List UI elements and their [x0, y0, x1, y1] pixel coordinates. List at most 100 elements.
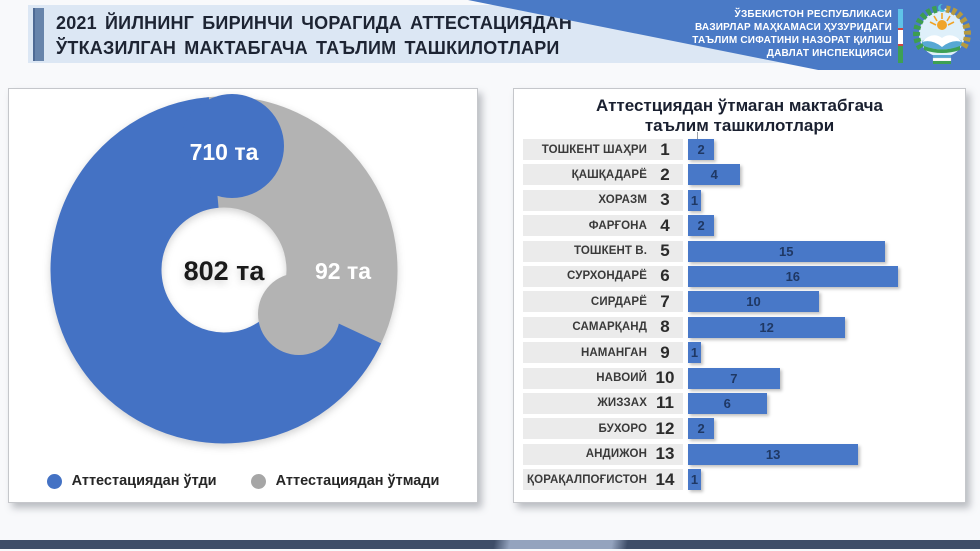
region-rank: 11 — [656, 393, 674, 413]
region-bar-area: 1 — [688, 342, 956, 364]
region-band: ХОРАЗМ 3 — [523, 189, 683, 211]
region-band: БУХОРО 12 — [523, 418, 683, 440]
region-row: НАМАНГАН 9 1 — [523, 342, 956, 364]
region-band: СИРДАРЁ 7 — [523, 291, 683, 313]
region-row: ХОРАЗМ 3 1 — [523, 189, 956, 211]
region-row: НАВОИЙ 10 7 — [523, 367, 956, 389]
region-label: ТОШКЕНТ ШАҲРИ — [541, 143, 647, 156]
region-bar-value: 1 — [690, 472, 699, 488]
bar-chart-rows: ТОШКЕНТ ШАҲРИ 1 2 ҚАШҚАДАРЁ 2 4 ХОРАЗМ 3 1 ФАРҒОН… — [523, 132, 956, 491]
attestation-donut-chart: 710 та 92 та 802 та — [50, 94, 398, 444]
region-bar-area: 1 — [688, 469, 956, 491]
ministry-line: ТАЪЛИМ СИФАТИНИ НАЗОРАТ ҚИЛИШ — [692, 35, 892, 46]
donut-failed-tail — [258, 273, 340, 355]
region-rank: 9 — [660, 342, 670, 362]
region-bar: 2 — [688, 418, 715, 440]
region-label: ЖИЗЗАХ — [597, 397, 647, 410]
region-label: НАВОИЙ — [596, 372, 647, 385]
region-bar: 4 — [688, 164, 741, 186]
flag-green-stripe — [898, 46, 903, 63]
donut-segment-passed — [50, 97, 382, 444]
flag-red-stripe — [898, 28, 903, 30]
ministry-line: ВАЗИРЛАР МАҲКАМАСИ ҲУЗУРИДАГИ — [694, 22, 892, 33]
region-band: НАМАНГАН 9 — [523, 342, 683, 364]
region-rank: 2 — [660, 164, 670, 184]
region-bar-area: 1 — [688, 189, 956, 211]
region-bar: 1 — [688, 342, 702, 364]
region-bar-value: 16 — [785, 268, 801, 284]
region-label: БУХОРО — [598, 422, 647, 435]
region-bar-value: 1 — [690, 345, 699, 361]
uzbekistan-state-emblem-icon — [913, 4, 971, 64]
region-bar: 7 — [688, 367, 780, 389]
bar-chart-title-line1: Аттестциядан ўтмаган мактабгача — [596, 96, 883, 115]
region-label: ТОШКЕНТ В. — [574, 245, 647, 258]
region-row: БУХОРО 12 2 — [523, 418, 956, 440]
region-bar-value: 13 — [765, 446, 781, 462]
region-bar: 2 — [688, 215, 715, 237]
region-rank: 14 — [655, 469, 675, 489]
bar-chart-panel: Аттестциядан ўтмаган мактабгача таълим т… — [513, 88, 966, 503]
region-bar-value: 4 — [710, 167, 718, 183]
region-rank: 7 — [660, 291, 670, 311]
bar-chart-title: Аттестциядан ўтмаган мактабгача таълим т… — [514, 96, 965, 136]
region-bar: 10 — [688, 291, 819, 313]
region-band: АНДИЖОН 13 — [523, 443, 683, 465]
region-row: ФАРҒОНА 4 2 — [523, 215, 956, 237]
footer-band — [0, 540, 980, 549]
donut-failed-value: 92 та — [315, 258, 371, 284]
region-row: САМАРҚАНД 8 12 — [523, 316, 956, 338]
flag-white-stripe — [898, 30, 903, 44]
region-band: СУРХОНДАРЁ 6 — [523, 265, 683, 287]
donut-total-value: 802 та — [184, 256, 266, 286]
flag-red-stripe — [898, 44, 903, 46]
slide-title-line1: 2021 ЙИЛНИНГ БИРИНЧИ ЧОРАГИДА АТТЕСТАЦИЯ… — [56, 13, 573, 33]
region-bar-area: 12 — [688, 316, 956, 338]
region-bar-area: 16 — [688, 265, 956, 287]
region-band: ҚОРАҚАЛПОҒИСТОН 14 — [523, 469, 683, 491]
title-accent-bar — [33, 8, 44, 61]
slide-title: 2021 ЙИЛНИНГ БИРИНЧИ ЧОРАГИДА АТТЕСТАЦИЯ… — [56, 11, 656, 61]
donut-panel: 710 та 92 та 802 та Аттестациядан ўтди Ат… — [8, 88, 478, 503]
region-bar: 13 — [688, 443, 859, 465]
region-rank: 1 — [660, 139, 670, 159]
region-label: ҚОРАҚАЛПОҒИСТОН — [527, 473, 647, 486]
region-rank: 8 — [660, 317, 670, 337]
region-rank: 10 — [655, 368, 675, 388]
region-label: АНДИЖОН — [585, 448, 647, 461]
slide-title-line2: ЎТКАЗИЛГАН МАКТАБГАЧА ТАЪЛИМ ТАШКИЛОТЛАР… — [56, 38, 560, 58]
region-bar: 12 — [688, 316, 846, 338]
region-bar-area: 7 — [688, 367, 956, 389]
region-rank: 6 — [660, 266, 670, 286]
region-label: НАМАНГАН — [580, 346, 647, 359]
region-bar-value: 6 — [723, 395, 731, 411]
region-bar-value: 2 — [697, 421, 705, 437]
legend-label: Аттестациядан ўтди — [71, 473, 217, 489]
region-band: НАВОИЙ 10 — [523, 367, 683, 389]
region-bar: 6 — [688, 392, 767, 414]
region-label: СУРХОНДАРЁ — [566, 270, 647, 283]
bar-chart-title-line2: таълим ташкилотлари — [644, 116, 835, 135]
region-bar-area: 2 — [688, 418, 956, 440]
region-row: ТОШКЕНТ ШАҲРИ 1 2 — [523, 139, 956, 160]
region-row: СИРДАРЁ 7 10 — [523, 291, 956, 313]
region-band: ТОШКЕНТ ШАҲРИ 1 — [523, 139, 683, 160]
donut-passed-cap — [180, 94, 284, 198]
legend-label: Аттестациядан ўтмади — [275, 473, 440, 489]
axis-tick — [697, 132, 698, 139]
region-rank: 4 — [660, 215, 670, 235]
region-bar: 2 — [688, 139, 715, 160]
region-label: ХОРАЗМ — [598, 194, 647, 207]
legend-item: Аттестациядан ўтди — [46, 473, 217, 489]
legend-dot-icon — [250, 473, 266, 489]
donut-legend: Аттестациядан ўтди Аттестациядан ўтмади — [9, 473, 477, 489]
region-bar-value: 12 — [759, 319, 774, 335]
region-bar: 1 — [688, 189, 702, 211]
region-row: АНДИЖОН 13 13 — [523, 443, 956, 465]
donut-passed-value: 710 та — [190, 139, 259, 165]
legend-item: Аттестациядан ўтмади — [250, 473, 440, 489]
region-band: ЖИЗЗАХ 11 — [523, 392, 683, 414]
legend-dot-icon — [46, 473, 62, 489]
ministry-line: ДАВЛАТ ИНСПЕКЦИЯСИ — [766, 48, 892, 59]
